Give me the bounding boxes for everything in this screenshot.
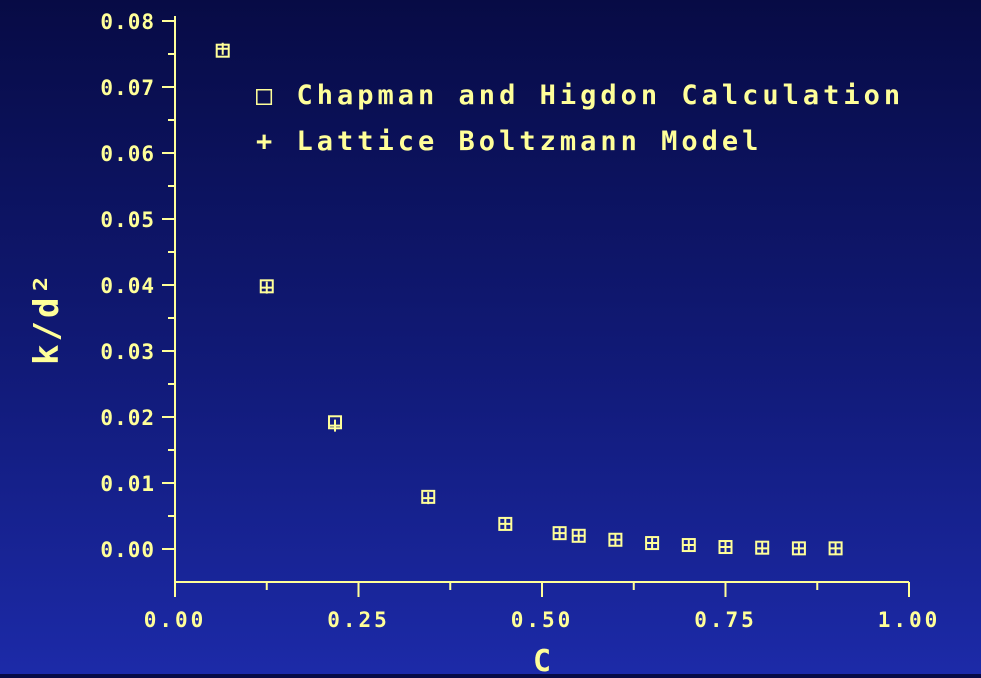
y-tick-label: 0.05 — [100, 208, 155, 232]
x-tick-label: 0.00 — [144, 608, 207, 632]
y-tick-label: 0.06 — [100, 142, 155, 166]
x-tick-label: 0.25 — [327, 608, 390, 632]
y-tick-label: 0.00 — [100, 538, 155, 562]
plus-marker — [216, 42, 229, 55]
x-axis-label: C — [533, 644, 551, 674]
y-tick-label: 0.01 — [100, 472, 155, 496]
legend: □ Chapman and Higdon Calculation + Latti… — [256, 80, 904, 157]
plus-marker — [829, 542, 842, 555]
y-axis-label: k/d² — [27, 271, 67, 365]
plus-marker — [609, 533, 622, 546]
plus-marker — [682, 539, 695, 552]
axes — [162, 16, 910, 597]
legend-entry-chapman-higdon: □ Chapman and Higdon Calculation — [256, 80, 904, 111]
y-tick-label: 0.08 — [100, 10, 155, 34]
legend-entry-lattice-boltzmann: + Lattice Boltzmann Model — [256, 126, 762, 157]
plus-marker — [792, 542, 805, 555]
tick-labels: 0.00 0.01 0.02 0.03 0.04 0.05 0.06 0.07 0.08 0.00… — [100, 10, 941, 632]
plus-marker — [260, 281, 273, 294]
plus-marker — [553, 527, 566, 540]
plus-marker — [756, 542, 769, 555]
data-points — [215, 42, 843, 556]
y-tick-label: 0.04 — [100, 274, 155, 298]
plus-marker — [572, 529, 585, 542]
plus-marker — [329, 419, 342, 432]
x-tick-label: 0.75 — [694, 608, 757, 632]
plus-marker — [646, 537, 659, 550]
x-tick-label: 0.50 — [511, 608, 574, 632]
x-tick-label: 1.00 — [878, 608, 941, 632]
y-tick-label: 0.03 — [100, 340, 155, 364]
plus-marker — [422, 492, 435, 505]
plus-marker — [499, 517, 512, 530]
y-tick-label: 0.02 — [100, 406, 155, 430]
y-tick-label: 0.07 — [100, 76, 155, 100]
plus-marker — [719, 541, 732, 554]
